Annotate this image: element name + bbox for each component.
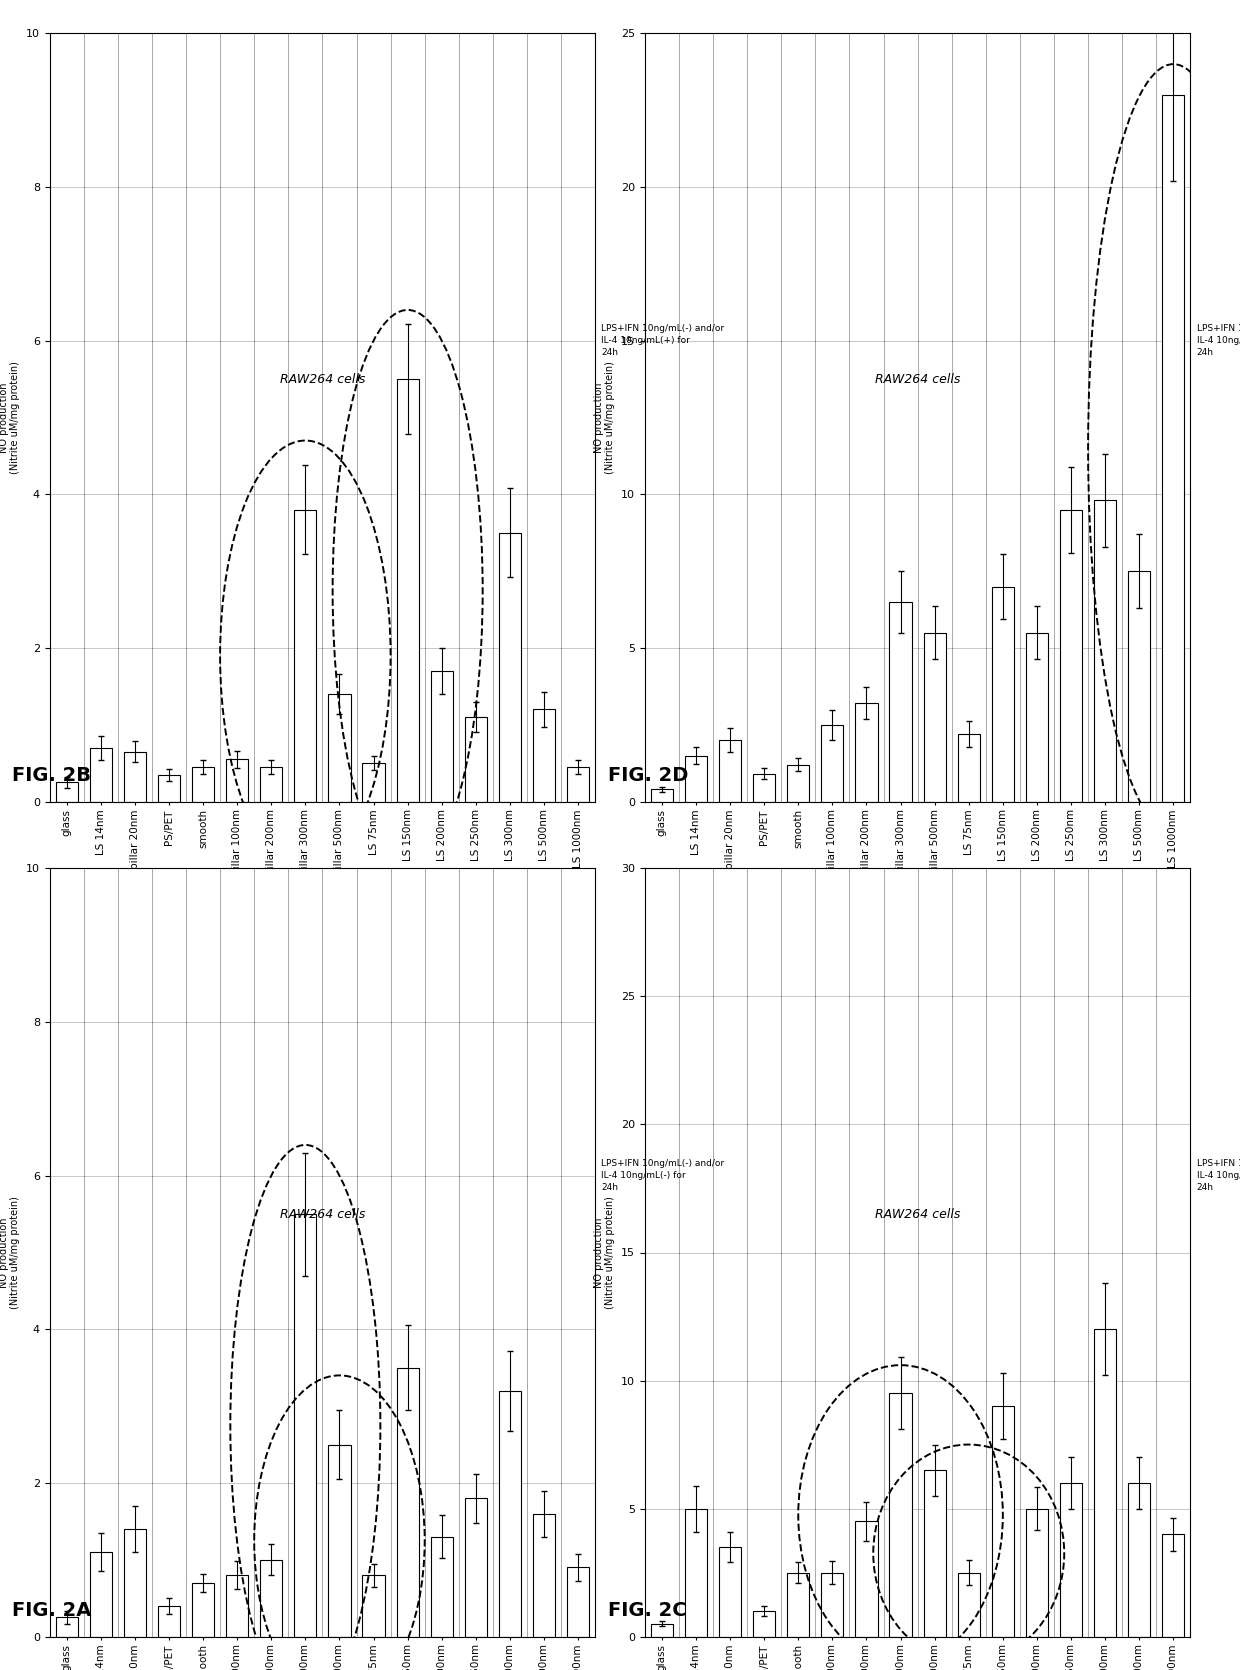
Bar — [89, 748, 112, 802]
Bar — [329, 695, 351, 802]
Bar — [124, 752, 146, 802]
Text: LPS+IFN 10ng/mL(-) and/or
IL-4 10ng/mL(-) for
24h: LPS+IFN 10ng/mL(-) and/or IL-4 10ng/mL(-… — [601, 1159, 724, 1192]
Bar — [329, 1445, 351, 1637]
Bar — [192, 1583, 215, 1637]
Bar — [294, 1214, 316, 1637]
Bar — [1162, 95, 1184, 802]
Text: RAW264 cells: RAW264 cells — [875, 372, 960, 386]
Bar — [924, 633, 946, 802]
Bar — [260, 1560, 283, 1637]
Text: FIG. 2B: FIG. 2B — [12, 767, 92, 785]
Bar — [226, 1575, 248, 1637]
Bar — [821, 725, 843, 802]
Bar — [430, 1536, 453, 1637]
Bar — [651, 1623, 673, 1637]
Y-axis label: NO production
(Nitrite uM/mg protein): NO production (Nitrite uM/mg protein) — [0, 1196, 20, 1309]
Bar — [498, 1391, 521, 1637]
Text: LPS+IFN 10ng/mL(+) and/or
IL-4 10ng/mL(+) for
24h: LPS+IFN 10ng/mL(+) and/or IL-4 10ng/mL(+… — [1197, 324, 1240, 357]
Bar — [1060, 1483, 1083, 1637]
Bar — [856, 1521, 878, 1637]
Bar — [1060, 509, 1083, 802]
Bar — [787, 1573, 810, 1637]
Bar — [1025, 633, 1048, 802]
Bar — [124, 1530, 146, 1637]
Text: FIG. 2C: FIG. 2C — [608, 1602, 686, 1620]
Bar — [56, 782, 78, 802]
Bar — [651, 790, 673, 802]
Bar — [957, 1573, 980, 1637]
Bar — [533, 1513, 556, 1637]
Text: LPS+IFN 10ng/mL(+) and/or
IL-4 10ng/mL(-) for
24h: LPS+IFN 10ng/mL(+) and/or IL-4 10ng/mL(-… — [1197, 1159, 1240, 1192]
Bar — [533, 710, 556, 802]
Bar — [821, 1573, 843, 1637]
Bar — [567, 767, 589, 802]
Bar — [1025, 1508, 1048, 1637]
Text: LPS+IFN 10ng/mL(-) and/or
IL-4 10ng/mL(+) for
24h: LPS+IFN 10ng/mL(-) and/or IL-4 10ng/mL(+… — [601, 324, 724, 357]
Bar — [397, 1368, 419, 1637]
Bar — [924, 1470, 946, 1637]
Bar — [430, 671, 453, 802]
Text: FIG. 2D: FIG. 2D — [608, 767, 688, 785]
Bar — [889, 601, 911, 802]
Text: RAW264 cells: RAW264 cells — [280, 1207, 365, 1221]
Bar — [226, 760, 248, 802]
Bar — [1094, 501, 1116, 802]
Bar — [157, 775, 180, 802]
Bar — [684, 755, 707, 802]
Bar — [465, 716, 487, 802]
Bar — [1094, 1329, 1116, 1637]
Bar — [56, 1617, 78, 1637]
Bar — [260, 767, 283, 802]
Bar — [567, 1568, 589, 1637]
Y-axis label: NO production
(Nitrite uM/mg protein): NO production (Nitrite uM/mg protein) — [0, 361, 20, 474]
Bar — [992, 586, 1014, 802]
Text: RAW264 cells: RAW264 cells — [280, 372, 365, 386]
Bar — [1128, 571, 1151, 802]
Bar — [192, 767, 215, 802]
Bar — [787, 765, 810, 802]
Bar — [1162, 1535, 1184, 1637]
Bar — [362, 1575, 384, 1637]
Bar — [957, 735, 980, 802]
Bar — [856, 703, 878, 802]
Bar — [465, 1498, 487, 1637]
Bar — [753, 1612, 775, 1637]
Text: RAW264 cells: RAW264 cells — [875, 1207, 960, 1221]
Y-axis label: NO production
(Nitrite uM/mg protein): NO production (Nitrite uM/mg protein) — [594, 1196, 615, 1309]
Y-axis label: NO production
(Nitrite uM/mg protein): NO production (Nitrite uM/mg protein) — [594, 361, 615, 474]
Bar — [157, 1607, 180, 1637]
Bar — [992, 1406, 1014, 1637]
Bar — [362, 763, 384, 802]
Bar — [397, 379, 419, 802]
Bar — [498, 533, 521, 802]
Bar — [1128, 1483, 1151, 1637]
Bar — [684, 1508, 707, 1637]
Bar — [719, 1546, 742, 1637]
Text: FIG. 2A: FIG. 2A — [12, 1602, 92, 1620]
Bar — [89, 1551, 112, 1637]
Bar — [719, 740, 742, 802]
Bar — [753, 773, 775, 802]
Bar — [889, 1393, 911, 1637]
Bar — [294, 509, 316, 802]
